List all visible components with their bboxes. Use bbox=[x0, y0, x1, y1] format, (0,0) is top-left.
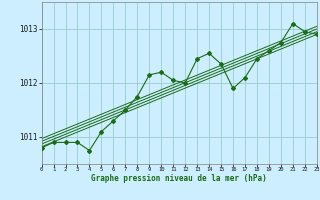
X-axis label: Graphe pression niveau de la mer (hPa): Graphe pression niveau de la mer (hPa) bbox=[91, 174, 267, 183]
